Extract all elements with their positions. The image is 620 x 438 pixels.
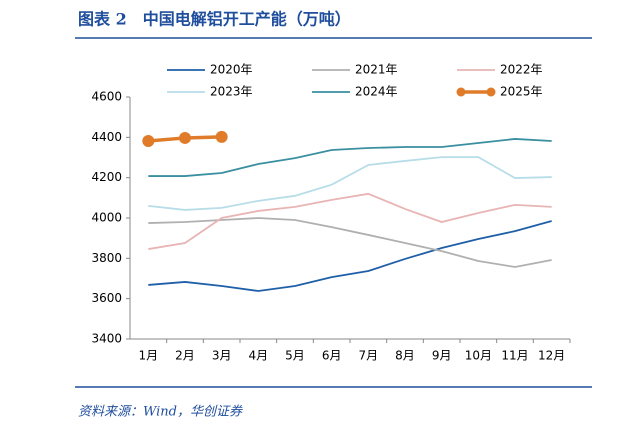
x-tick-label: 3月: [212, 349, 232, 363]
y-tick-label: 3600: [91, 291, 122, 305]
legend-label: 2021年: [355, 63, 398, 77]
legend-label: 2024年: [355, 85, 398, 99]
series-marker: [179, 131, 191, 144]
y-tick-label: 4600: [91, 90, 122, 104]
series-line: [148, 138, 552, 177]
series-line: [148, 192, 552, 250]
series-line: [148, 220, 552, 292]
y-tick-label: 4000: [91, 211, 122, 225]
x-tick-label: 9月: [432, 349, 452, 363]
x-tick-label: 5月: [285, 349, 305, 363]
y-tick-label: 4200: [91, 170, 122, 184]
legend-label: 2022年: [500, 63, 543, 77]
x-tick-label: 7月: [359, 349, 379, 363]
x-tick-label: 8月: [395, 349, 415, 363]
y-tick-label: 3800: [91, 251, 122, 265]
legend-label: 2020年: [210, 63, 253, 77]
x-tick-label: 11月: [501, 349, 528, 363]
legend-label: 2023年: [210, 85, 253, 99]
legend-marker: [456, 87, 466, 97]
x-tick-label: 10月: [465, 349, 492, 363]
series-marker: [142, 134, 155, 147]
x-tick-label: 12月: [538, 349, 565, 363]
series-line: [148, 217, 552, 268]
y-tick-label: 3400: [91, 332, 122, 346]
y-tick-label: 4400: [91, 130, 122, 144]
series-marker: [215, 130, 228, 143]
legend-marker: [486, 87, 496, 97]
legend-label: 2025年: [500, 85, 543, 99]
x-tick-label: 4月: [249, 349, 269, 363]
x-tick-label: 1月: [139, 349, 159, 363]
series-line: [148, 156, 552, 211]
x-tick-label: 2月: [175, 349, 195, 363]
chart-title: 图表 2 中国电解铝开工产能（万吨）: [78, 10, 351, 29]
source-note: 资料来源：Wind，华创证券: [78, 405, 243, 420]
x-tick-label: 6月: [322, 349, 342, 363]
